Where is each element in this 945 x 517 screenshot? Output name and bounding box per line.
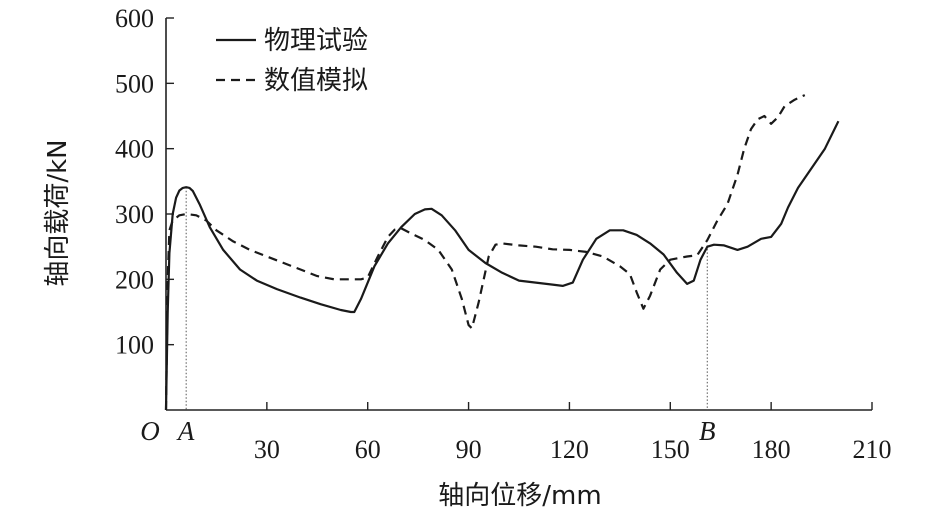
axes: 100 200 300 400 500 600 30 60 90 120 150 180 210 O	[115, 4, 892, 464]
y-tick-label: 300	[115, 200, 154, 229]
y-tick-label: 400	[115, 135, 154, 164]
y-tick-label: 200	[115, 265, 154, 294]
series-lines	[164, 94, 840, 411]
x-tick-label: 90	[456, 435, 482, 464]
origin-label: O	[140, 416, 160, 446]
x-tick-label: 120	[550, 435, 589, 464]
x-tick-label: 150	[651, 435, 690, 464]
marker-label: A	[176, 416, 195, 446]
y-tick-label: 600	[115, 4, 154, 33]
x-tick-label: 180	[752, 435, 791, 464]
y-axis-title: 轴向载荷/kN	[43, 139, 73, 286]
x-tick-label: 210	[853, 435, 892, 464]
series-line-experiment	[164, 120, 840, 411]
y-tick-label: 500	[115, 69, 154, 98]
series-line-simulation	[164, 94, 806, 411]
x-tick-label: 60	[355, 435, 381, 464]
x-tick-label: 30	[254, 435, 280, 464]
y-tick-label: 100	[115, 331, 154, 360]
x-axis-title: 轴向位移/mm	[438, 481, 601, 511]
legend-label: 物理试验	[264, 26, 368, 56]
legend-label: 数值模拟	[264, 66, 368, 96]
marker-label: B	[699, 416, 716, 446]
